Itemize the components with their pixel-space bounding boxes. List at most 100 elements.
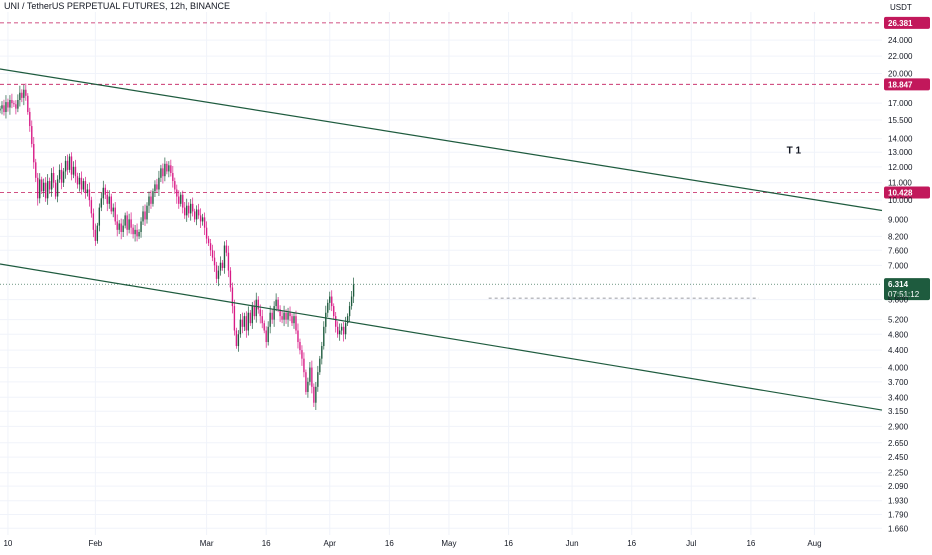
x-tick-label: Jul [686, 539, 696, 548]
x-tick-label: May [441, 539, 456, 548]
candle-body [299, 342, 301, 351]
candle-body [243, 316, 246, 327]
candle-body [259, 309, 261, 317]
candle-body [100, 198, 103, 208]
candle-body [50, 173, 53, 190]
candle-body [311, 367, 313, 387]
candle-body [184, 207, 186, 216]
y-tick-label: 2.450 [888, 453, 909, 462]
candle-body [74, 166, 77, 177]
candle-body [307, 381, 309, 392]
y-tick-label: 15.500 [888, 116, 913, 125]
candle-body [223, 245, 226, 268]
candle-body [323, 326, 325, 347]
candle-body [56, 179, 59, 197]
candle-body [251, 306, 253, 324]
candle-body [82, 181, 85, 190]
candle-body [289, 312, 291, 317]
candle-body [301, 350, 303, 359]
candle-body [291, 316, 293, 324]
candle-body [122, 225, 124, 232]
candle-body [275, 299, 277, 307]
candle-body [271, 312, 273, 320]
candle-body [86, 189, 89, 193]
candle-body [331, 296, 333, 307]
candle-body [249, 312, 251, 324]
candle-body [188, 205, 190, 214]
candle-body [52, 173, 55, 183]
y-tick-label: 14.000 [888, 135, 913, 144]
candle-body [41, 179, 43, 192]
x-tick-label: 16 [262, 539, 271, 548]
candle-body [186, 205, 188, 216]
candle-body [29, 111, 31, 127]
candle-body [148, 196, 150, 206]
candle-body [162, 168, 164, 177]
candle-body [15, 104, 17, 109]
candle-body [130, 219, 132, 228]
candle-body [178, 196, 180, 204]
candle-body [172, 173, 174, 182]
y-tick-label: 1.790 [888, 510, 909, 519]
candle-body [68, 156, 71, 170]
candle-body [25, 89, 27, 96]
candle-body [221, 262, 224, 268]
candle-body [315, 386, 317, 403]
x-tick-label: 16 [746, 539, 755, 548]
current-price-tag [884, 278, 930, 301]
candle-body [263, 323, 265, 331]
candle-body [54, 182, 57, 197]
candle-body [267, 326, 269, 343]
candle-body [191, 203, 194, 212]
candle-body [293, 316, 295, 324]
candle-body [88, 189, 91, 201]
candle-body [160, 168, 162, 178]
candle-body [144, 211, 146, 220]
y-tick-label: 9.000 [888, 215, 909, 224]
x-tick-label: Apr [324, 539, 337, 548]
level-price-label: 10.428 [888, 188, 913, 197]
candle-body [305, 372, 307, 392]
candle-body [110, 196, 112, 212]
candle-body [348, 306, 351, 317]
y-tick-label: 3.400 [888, 393, 909, 402]
candle-body [3, 105, 5, 112]
candle-body [239, 319, 242, 335]
candle-body [281, 316, 283, 320]
countdown-label: 07:51:12 [888, 290, 920, 299]
candle-body [346, 316, 349, 324]
candle-body [233, 306, 236, 331]
candle-body [124, 215, 126, 226]
candle-body [118, 223, 120, 230]
candle-body [152, 191, 154, 204]
candle-body [352, 284, 355, 297]
candle-body [126, 215, 128, 230]
y-tick-label: 4.000 [888, 364, 909, 373]
candle-body [329, 296, 331, 303]
annotation-label: T 1 [787, 146, 802, 157]
candle-body [201, 217, 204, 222]
candle-body [197, 209, 200, 216]
candle-body [98, 207, 101, 226]
y-tick-label: 13.000 [888, 148, 913, 157]
x-tick-label: 16 [627, 539, 636, 548]
candle-body [108, 196, 110, 204]
candle-body [136, 229, 138, 237]
candle-body [342, 326, 345, 335]
x-tick-label: Jun [566, 539, 579, 548]
candle-body [317, 372, 319, 387]
x-tick-label: 16 [504, 539, 513, 548]
candle-body [253, 306, 255, 317]
candle-body [309, 367, 311, 382]
candle-body [80, 177, 83, 190]
candle-body [120, 223, 122, 232]
candle-body [66, 160, 69, 170]
candle-body [17, 99, 19, 109]
candle-body [215, 265, 218, 279]
candle-body [333, 306, 335, 317]
y-tick-label: 5.200 [888, 316, 909, 325]
candle-body [245, 316, 248, 331]
channel-line-upper [0, 68, 883, 212]
